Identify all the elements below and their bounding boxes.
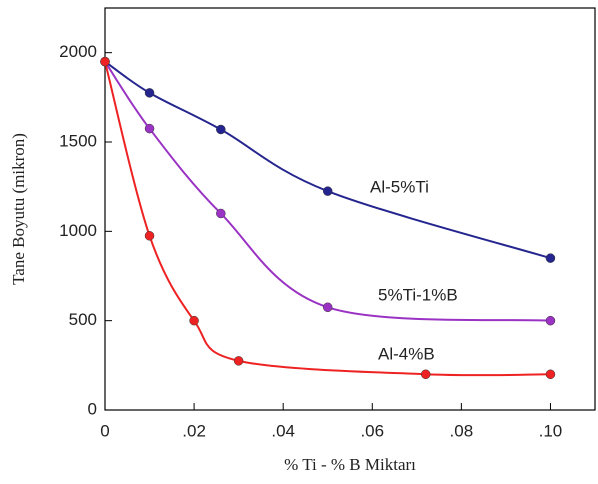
data-point: [216, 124, 226, 135]
x-axis-label: % Ti - % B Miktarı: [284, 455, 416, 474]
y-tick-label: 0: [88, 399, 97, 418]
data-point: [216, 208, 226, 219]
x-tick-label: .04: [271, 421, 295, 440]
plot-frame: [104, 7, 596, 411]
series-line: [104, 61, 551, 377]
y-tick-label: 1500: [59, 131, 97, 150]
data-point: [233, 356, 244, 366]
x-tick-label: .08: [450, 421, 474, 440]
y-tick-label: 2000: [59, 42, 97, 61]
x-tick-label: .10: [539, 421, 563, 440]
y-tick-label: 500: [69, 310, 97, 329]
data-point: [322, 302, 333, 313]
data-point: [420, 369, 431, 380]
series-line: [104, 61, 551, 322]
data-point: [144, 231, 155, 241]
data-point: [144, 123, 155, 134]
data-point: [322, 186, 333, 196]
data-point: [144, 88, 155, 98]
y-tick-label: 1000: [59, 221, 97, 240]
x-tick-label: .06: [360, 421, 384, 440]
data-point: [545, 253, 556, 263]
data-point: [100, 56, 110, 67]
data-point: [545, 369, 556, 380]
y-axis-label: Tane Boyutu (mikron): [9, 133, 28, 285]
series-line: [104, 60, 551, 260]
series-label: 5%Ti-1%B: [378, 285, 458, 304]
series-label: Al-5%Ti: [370, 177, 429, 196]
x-tick-label: .02: [182, 421, 206, 440]
x-tick-label: 0: [100, 421, 109, 440]
series-label: Al-4%B: [378, 344, 435, 363]
data-point: [545, 315, 556, 326]
data-point: [189, 315, 199, 326]
